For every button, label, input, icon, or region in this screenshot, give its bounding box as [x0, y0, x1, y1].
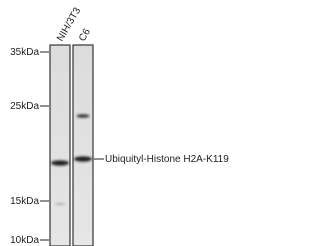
lane	[50, 45, 70, 246]
western-blot: 35kDa 25kDa 15kDa 10kDa NIH/3T3 C6 Ubiqu…	[0, 0, 242, 246]
band	[51, 160, 69, 165]
band-label: Ubiquityl-Histone H2A-K119	[105, 154, 229, 165]
lane-label: C6	[77, 27, 93, 44]
marker-label: 10kDa	[10, 235, 39, 246]
band	[77, 114, 90, 118]
band	[55, 203, 65, 205]
marker-label: 35kDa	[10, 47, 39, 58]
marker-label: 25kDa	[10, 101, 39, 112]
band	[74, 156, 92, 161]
lane	[73, 45, 93, 246]
marker-label: 15kDa	[10, 196, 39, 207]
